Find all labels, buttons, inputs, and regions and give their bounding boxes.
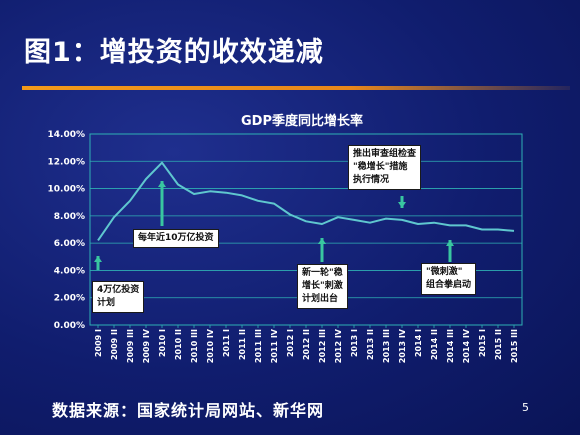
x-tick-label: 2013 II xyxy=(366,329,375,360)
x-tick-label: 2014 I xyxy=(414,329,423,357)
y-tick-label: 8.00% xyxy=(54,212,85,222)
x-tick-label: 2010 IV xyxy=(206,328,215,363)
x-tick-label: 2015 I xyxy=(478,329,487,357)
x-tick-label: 2013 I xyxy=(350,329,359,357)
annotation-box: 4万亿投资 计划 xyxy=(92,281,145,313)
page-number: 5 xyxy=(522,401,529,414)
series-polyline xyxy=(97,161,515,241)
annotation-arrowhead xyxy=(318,238,326,244)
annotation-arrowhead xyxy=(158,181,166,187)
slide-title: 图1：增投资的收效递减 xyxy=(24,37,324,68)
x-tick-label: 2010 II xyxy=(174,329,183,360)
annotation-box: 推出审查组检查 "稳增长"措施 执行情况 xyxy=(348,145,422,190)
data-source: 数据来源：国家统计局网站、新华网 xyxy=(52,401,325,420)
x-tick-label: 2015 II xyxy=(494,329,503,360)
x-tick-label: 2011 IV xyxy=(270,328,279,363)
annotation-box: 新一轮"稳 增长"刺激 计划出台 xyxy=(297,264,348,309)
x-tick-label: 2014 II xyxy=(430,329,439,360)
x-tick-label: 2012 I xyxy=(286,329,295,357)
y-tick-label: 14.00% xyxy=(48,130,86,140)
x-tick-label: 2014 III xyxy=(446,329,455,363)
x-tick-label: 2011 I xyxy=(222,329,231,357)
x-tick-label: 2012 III xyxy=(318,329,327,363)
x-tick-label: 2013 IV xyxy=(398,328,407,363)
x-tick-label: 2011 III xyxy=(254,329,263,363)
x-tick-label: 2014 IV xyxy=(462,328,471,363)
x-tick-label: 2009 I xyxy=(94,329,103,357)
annotation-arrowhead xyxy=(446,240,454,246)
x-tick-label: 2010 III xyxy=(190,329,199,363)
annotation-arrowhead xyxy=(94,256,102,262)
x-axis-ticks: 2009 I 2009 II 2009 III 2009 IV 2010 I 2010 I… xyxy=(94,325,519,363)
title-divider xyxy=(22,86,570,90)
y-tick-label: 10.00% xyxy=(48,185,86,195)
x-tick-label: 2011 II xyxy=(238,329,247,360)
x-tick-label: 2009 IV xyxy=(142,328,151,363)
annotation-arrowhead xyxy=(398,202,406,208)
x-tick-label: 2009 II xyxy=(110,329,119,360)
annotation-box: 每年近10万亿投资 xyxy=(133,229,219,248)
series-line xyxy=(97,161,515,241)
x-tick-label: 2012 IV xyxy=(334,328,343,363)
x-tick-label: 2012 II xyxy=(302,329,311,360)
annotation-box: "微刺激" 组合拳启动 xyxy=(421,263,477,295)
chart-title: GDP季度同比增长率 xyxy=(241,113,363,129)
x-tick-label: 2013 III xyxy=(382,329,391,363)
annotation-markers xyxy=(94,181,454,270)
y-tick-label: 2.00% xyxy=(54,294,85,304)
y-tick-label: 0.00% xyxy=(54,321,85,331)
y-axis-ticks: 0.00% 2.00% 4.00% 6.00% 8.00% 10.00% 12.00% 14.… xyxy=(48,130,86,331)
y-tick-label: 4.00% xyxy=(54,266,85,276)
x-tick-label: 2015 III xyxy=(510,329,519,363)
x-tick-label: 2010 I xyxy=(158,329,167,357)
y-tick-label: 12.00% xyxy=(48,157,86,167)
y-tick-label: 6.00% xyxy=(54,239,85,249)
x-tick-label: 2009 III xyxy=(126,329,135,363)
